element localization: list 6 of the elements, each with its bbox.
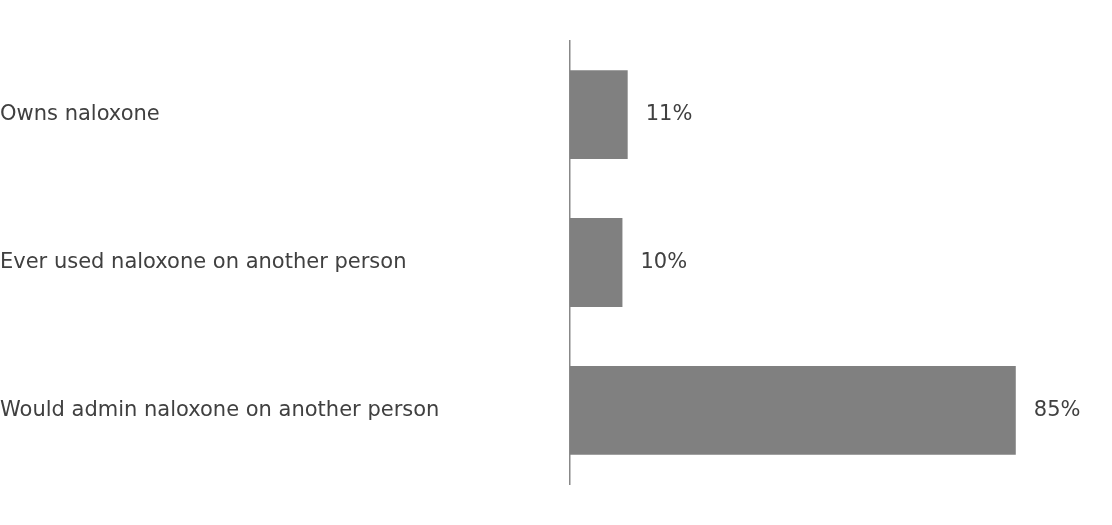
data-label: 10% — [640, 248, 688, 273]
y-tick-label: Would admin naloxone on another person — [0, 396, 440, 421]
data-label: 85% — [1033, 396, 1081, 421]
y-tick-label: Owns naloxone — [0, 101, 160, 126]
data-label: 11% — [645, 101, 693, 126]
y-tick-label: Ever used naloxone on another person — [0, 248, 407, 273]
